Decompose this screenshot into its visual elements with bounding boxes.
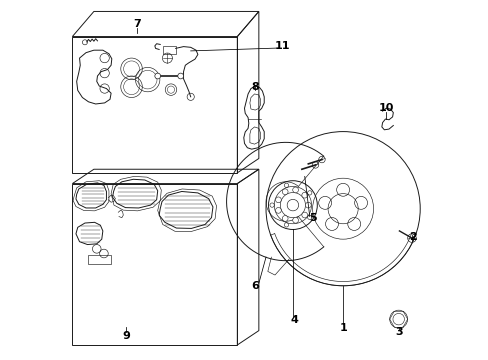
Circle shape: [155, 73, 160, 79]
Circle shape: [275, 197, 281, 203]
Text: 8: 8: [251, 82, 259, 92]
Circle shape: [275, 207, 281, 213]
Circle shape: [301, 212, 307, 218]
Circle shape: [305, 202, 310, 208]
Text: 11: 11: [274, 41, 289, 50]
Circle shape: [301, 192, 307, 198]
Circle shape: [282, 216, 287, 221]
Circle shape: [282, 189, 287, 195]
Text: 7: 7: [133, 19, 141, 29]
Text: 10: 10: [378, 103, 393, 113]
Text: 6: 6: [251, 281, 259, 291]
Text: 1: 1: [339, 323, 346, 333]
Text: 3: 3: [394, 327, 402, 337]
Circle shape: [292, 217, 298, 223]
Text: 2: 2: [408, 232, 416, 242]
Text: 4: 4: [290, 315, 298, 325]
Circle shape: [292, 187, 298, 193]
Text: 5: 5: [308, 213, 316, 222]
Circle shape: [178, 73, 183, 79]
Text: 9: 9: [122, 331, 130, 341]
